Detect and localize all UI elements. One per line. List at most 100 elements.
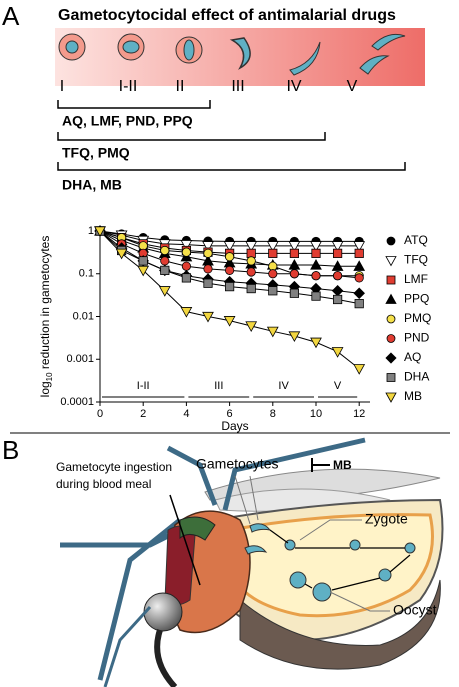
drug-group: DHA, MB (62, 177, 122, 193)
annotation: MB (333, 458, 352, 472)
stage-label: III (231, 78, 244, 95)
marker (266, 241, 279, 252)
marker (224, 282, 235, 292)
marker (310, 258, 322, 270)
x-axis-title: Days (221, 419, 248, 433)
marker (289, 288, 300, 298)
legend-marker (385, 392, 397, 403)
marker (354, 273, 364, 283)
marker (203, 278, 213, 288)
stage-band (55, 28, 425, 86)
legend-label: PPQ (404, 292, 429, 306)
y-tick-label: 0.1 (79, 268, 94, 280)
legend-marker (385, 352, 397, 364)
marker (353, 260, 366, 271)
marker (225, 265, 235, 275)
marker (354, 248, 364, 258)
marker (203, 264, 213, 274)
legend-label: PMQ (404, 311, 431, 325)
y-axis-title-part: log (38, 381, 52, 397)
x-tick-label: 8 (270, 408, 276, 420)
marker (180, 307, 193, 318)
marker (310, 337, 322, 349)
brackets (57, 100, 406, 171)
marker (310, 241, 322, 252)
annotation: Gametocytes (196, 456, 278, 472)
marker (311, 291, 321, 301)
callouts (234, 475, 390, 612)
stage-label: II (176, 78, 185, 95)
marker (268, 269, 278, 279)
x-tick-label: 4 (183, 408, 189, 420)
marker (180, 240, 193, 251)
drug-group: TFQ, PMQ (62, 145, 130, 161)
x-tick-label: 2 (140, 408, 146, 420)
marker (160, 256, 170, 266)
x-tick-label: 6 (227, 408, 233, 420)
marker (311, 271, 321, 281)
marker (268, 286, 278, 296)
legend-label: PND (404, 331, 430, 345)
mosquito (60, 437, 444, 687)
marker (331, 347, 344, 358)
stage-bar-label: V (334, 380, 342, 392)
legend-label: TFQ (404, 253, 428, 267)
annotation: Zygote (365, 511, 408, 527)
marker (225, 252, 235, 262)
marker (94, 226, 106, 238)
legend-marker (386, 275, 396, 285)
panel-label: A (2, 1, 20, 31)
marker (268, 248, 278, 258)
y-tick-label: 1 (88, 225, 94, 237)
marker (181, 261, 191, 271)
legend-label: AQ (404, 350, 421, 364)
stage-label: I-II (119, 78, 138, 95)
marker (289, 248, 300, 258)
y-tick-label: 0.01 (73, 310, 94, 322)
x-tick-label: 12 (353, 408, 365, 420)
stage-bar-label: III (214, 380, 223, 392)
stage-label: I (60, 78, 64, 95)
legend-marker (385, 293, 397, 304)
x-tick-label: 10 (310, 408, 322, 420)
panel-title: Gametocytocidal effect of antimalarial d… (58, 7, 396, 24)
stage-label: V (347, 78, 358, 95)
legend-label: MB (404, 389, 422, 403)
marker (203, 248, 213, 258)
legend-marker (385, 256, 397, 267)
marker (202, 241, 214, 252)
y-tick-label: 0.0001 (60, 396, 94, 408)
marker (138, 256, 148, 266)
marker (331, 241, 344, 252)
cells (58, 33, 406, 76)
marker (246, 267, 256, 277)
marker (246, 256, 256, 266)
marker (353, 241, 366, 252)
marker (202, 311, 214, 323)
legend-marker (386, 314, 396, 324)
marker (288, 331, 301, 343)
marker (158, 286, 171, 297)
marker (223, 316, 236, 327)
marker (223, 241, 236, 252)
marker (311, 248, 321, 258)
marker (181, 247, 191, 257)
marker (289, 269, 299, 279)
marker (160, 265, 170, 275)
marker (137, 265, 150, 277)
annotation: during blood meal (56, 477, 151, 491)
y-tick-label: 0.001 (66, 353, 94, 365)
marker (353, 364, 366, 375)
y-axis-title: log10 reduction in gametocytes (38, 236, 54, 398)
marker (181, 273, 191, 283)
annotation: Oocyst (393, 602, 437, 618)
legend-marker (386, 373, 396, 382)
marker (246, 283, 256, 294)
legend-marker (386, 236, 396, 246)
legend-marker (386, 334, 396, 343)
marker (353, 287, 365, 300)
drug-group: AQ, LMF, PND, PPQ (62, 113, 193, 129)
marker (332, 294, 343, 305)
